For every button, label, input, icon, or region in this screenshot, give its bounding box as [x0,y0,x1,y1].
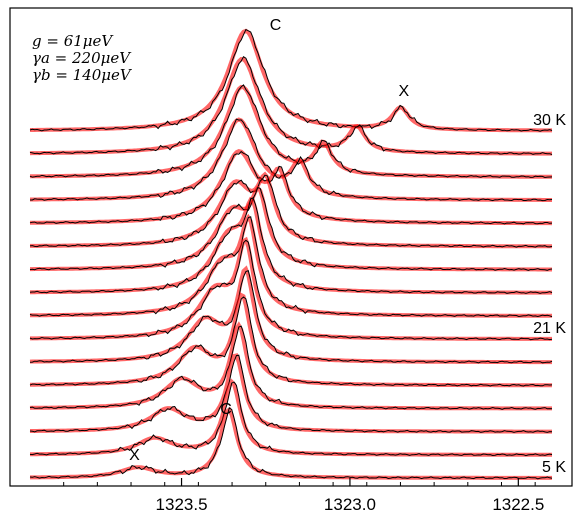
fit-trace-13 [30,353,552,434]
measured-trace-8 [29,216,553,318]
param-g: g = 61μeV [32,32,114,50]
measured-trace-9 [29,239,553,341]
param-gamma-b: γb = 140μeV [32,66,133,84]
measured-trace-13 [29,354,553,433]
measured-trace-10 [29,270,553,364]
fit-trace-14 [30,378,552,457]
x-tick-label-2: 1323.5 [156,495,208,514]
fit-trace-2 [30,84,552,179]
annotations: 30 K 21 K 5 K X C C X [129,17,566,476]
peak-label-2: C [220,401,232,418]
peak-label-3: X [129,447,140,464]
measured-trace-15 [29,407,553,480]
peak-label-0: X [398,83,409,100]
measured-trace-12 [29,325,553,410]
measured-trace-4 [29,150,553,225]
measured-trace-2 [29,84,553,179]
measured-trace-7 [29,197,553,294]
measured-trace-5 [29,174,553,248]
param-gamma-a: γa = 220μeV [32,49,132,67]
measured-trace-6 [29,186,553,271]
x-ticks: 1322.5 1323.0 1323.5 [63,478,544,514]
measured-trace-14 [29,381,553,457]
x-tick-label-0: 1322.5 [492,495,544,514]
measured-trace-3 [30,118,553,202]
traces-layer [29,28,553,480]
fit-trace-15 [30,406,552,480]
plot-frame [9,7,573,487]
peak-label-1: C [270,17,282,34]
temperature-label-0: 30 K [533,112,566,129]
temperature-label-1: 21 K [533,320,566,337]
measured-trace-0 [29,28,553,132]
x-tick-label-1: 1323.0 [324,495,376,514]
temperature-label-2: 5 K [542,459,566,476]
measured-trace-11 [29,296,553,387]
fit-trace-5 [30,171,552,249]
measured-trace-1 [29,55,553,155]
